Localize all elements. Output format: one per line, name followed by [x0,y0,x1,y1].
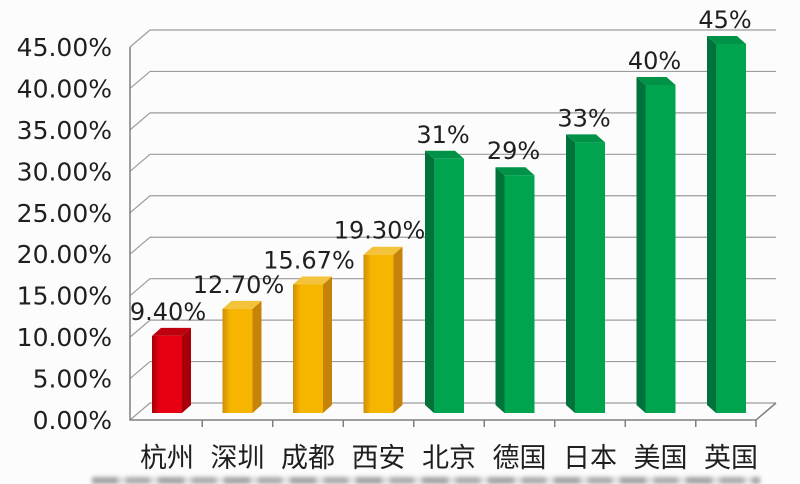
y-tick-label: 35.00% [17,116,112,145]
bar-value-label: 40% [628,47,681,75]
bar-北京: 31% [416,121,470,414]
y-tick-label: 45.00% [17,33,112,62]
x-category-label: 德国 [493,443,547,474]
bar-front-face [716,44,746,413]
bar-value-label: 45% [698,6,751,34]
bar-side-face [182,327,191,413]
bar-front-face [293,284,323,413]
x-category-label: 日本 [563,443,617,474]
y-tick-label: 25.00% [17,199,112,228]
bar-西安: 19.30% [334,217,426,413]
bar-front-face [504,175,535,413]
bar-德国: 29% [487,137,540,413]
gridline [129,112,776,131]
x-category-label: 西安 [352,443,406,474]
x-category-label: 美国 [634,443,688,474]
bar-side-face [566,134,575,413]
bar-top-face [495,167,535,176]
bar-front-face [575,142,605,413]
bar-value-label: 9.40% [130,298,206,326]
bar-value-label: 31% [416,121,469,149]
x-category-label: 深圳 [211,443,265,474]
bar-成都: 15.67% [263,247,355,413]
bar-top-face [566,134,605,143]
y-tick-label: 10.00% [17,323,112,352]
bar-side-face [636,77,646,413]
bar-日本: 33% [557,104,611,413]
axis-line [129,46,777,421]
bar-front-face [434,158,464,413]
bar-英国: 45% [698,6,752,413]
y-tick-label: 20.00% [17,240,112,269]
cropped-content-artifact [92,477,760,484]
x-category-label: 杭州 [140,443,194,474]
bar-side-face [323,276,332,413]
bar-side-face [425,150,434,414]
bar-front-face [152,335,182,413]
bar-value-label: 33% [557,104,610,132]
bar-top-face [152,327,191,336]
y-tick-label: 30.00% [17,157,112,186]
bar-side-face [252,300,262,413]
gridline [129,70,776,89]
y-tick-label: 15.00% [17,282,112,311]
x-category-label: 英国 [704,443,758,474]
x-category-label: 成都 [281,443,335,474]
bar-value-label: 19.30% [334,217,426,245]
y-tick-label: 5.00% [33,365,112,394]
bar-value-label: 15.67% [263,247,355,275]
y-tick-label: 0.00% [33,406,112,435]
bar-美国: 40% [628,47,681,413]
bar-top-face [425,150,464,159]
bar-side-face [393,246,403,413]
bar-front-face [222,308,253,413]
bar-value-label: 12.70% [193,271,285,299]
bar-top-face [707,36,746,44]
bar-side-face [495,167,505,413]
x-category-label: 北京 [422,443,476,474]
bar-深圳: 12.70% [193,271,285,413]
bar-top-face [636,77,676,85]
bar-top-face [363,246,403,255]
y-tick-label: 40.00% [17,74,112,103]
bar-value-label: 29% [487,137,540,165]
bar-top-face [222,300,262,309]
bar-front-face [363,254,394,413]
bar-top-face [293,276,332,285]
bar-front-face [645,85,676,413]
bar-side-face [707,36,716,413]
gridline [129,29,776,48]
bar-杭州: 9.40% [130,298,206,413]
